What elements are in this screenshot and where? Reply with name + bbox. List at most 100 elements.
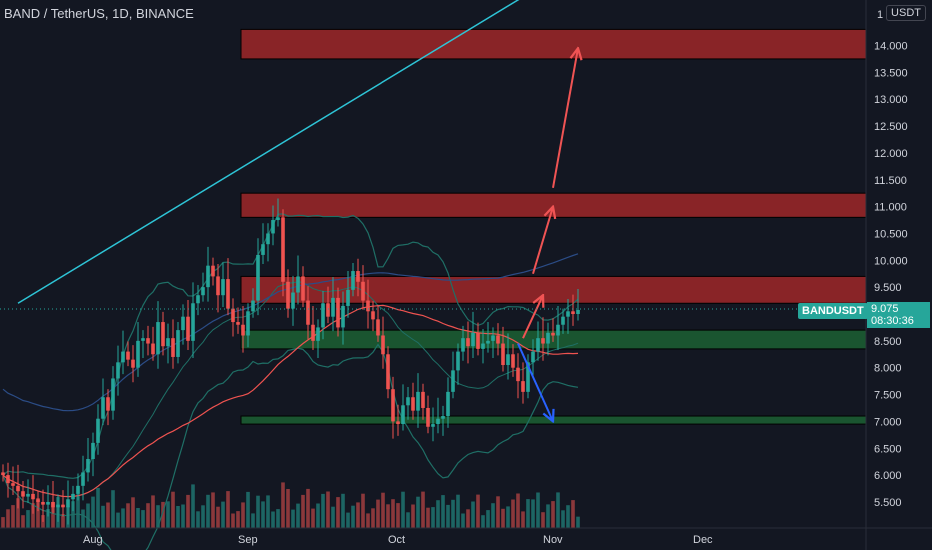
candlesticks[interactable]	[1, 198, 580, 525]
candle-body[interactable]	[126, 351, 130, 360]
ascending-trendline[interactable]	[17, 0, 558, 304]
candle-body[interactable]	[426, 407, 430, 427]
projection-arrows[interactable]	[517, 48, 578, 422]
candle-body[interactable]	[106, 397, 110, 411]
candle-body[interactable]	[486, 340, 490, 344]
candle-body[interactable]	[6, 475, 10, 484]
candle-body[interactable]	[311, 324, 315, 341]
candle-body[interactable]	[61, 504, 65, 508]
candle-body[interactable]	[406, 397, 410, 406]
candle-body[interactable]	[111, 378, 115, 411]
trendline-layer[interactable]	[17, 0, 558, 304]
candle-body[interactable]	[151, 343, 155, 355]
candle-body[interactable]	[521, 381, 525, 392]
candle-body[interactable]	[166, 338, 170, 347]
candle-body[interactable]	[136, 340, 140, 368]
candle-body[interactable]	[296, 276, 300, 293]
candle-body[interactable]	[401, 405, 405, 425]
candle-body[interactable]	[376, 319, 380, 336]
candle-body[interactable]	[506, 354, 510, 366]
candle-body[interactable]	[571, 311, 575, 314]
candle-body[interactable]	[501, 343, 505, 366]
candle-body[interactable]	[481, 343, 485, 349]
candle-body[interactable]	[566, 311, 570, 317]
candle-body[interactable]	[356, 271, 360, 282]
candle-body[interactable]	[336, 297, 340, 328]
candle-body[interactable]	[286, 281, 290, 309]
candle-body[interactable]	[416, 391, 420, 411]
candle-body[interactable]	[156, 322, 160, 355]
candle-body[interactable]	[141, 338, 145, 341]
bearish-projection-arrow[interactable]	[517, 343, 553, 422]
candle-body[interactable]	[251, 300, 255, 312]
candle-body[interactable]	[161, 322, 165, 347]
candle-body[interactable]	[346, 289, 350, 306]
candle-body[interactable]	[56, 504, 60, 508]
candle-body[interactable]	[26, 493, 30, 497]
currency-badge[interactable]: USDT	[886, 5, 926, 21]
candle-body[interactable]	[576, 309, 580, 314]
resistance-zone[interactable]	[240, 192, 867, 218]
candle-body[interactable]	[291, 292, 295, 309]
candle-body[interactable]	[306, 300, 310, 325]
candle-body[interactable]	[446, 391, 450, 417]
bullish-projection-arrow[interactable]	[532, 207, 553, 275]
candle-body[interactable]	[101, 397, 105, 419]
candle-body[interactable]	[231, 308, 235, 323]
candle-body[interactable]	[531, 351, 535, 363]
candle-body[interactable]	[81, 472, 85, 486]
candle-body[interactable]	[121, 351, 125, 363]
candle-body[interactable]	[41, 501, 45, 505]
candle-body[interactable]	[511, 354, 515, 368]
candle-body[interactable]	[71, 493, 75, 500]
candle-body[interactable]	[191, 303, 195, 341]
candle-body[interactable]	[341, 305, 345, 328]
candle-body[interactable]	[331, 297, 335, 317]
candle-body[interactable]	[236, 322, 240, 325]
candle-body[interactable]	[431, 424, 435, 427]
candle-body[interactable]	[276, 217, 280, 221]
candle-body[interactable]	[16, 485, 20, 492]
candle-body[interactable]	[301, 276, 305, 301]
candle-body[interactable]	[196, 295, 200, 304]
candle-body[interactable]	[216, 276, 220, 296]
support-zone[interactable]	[240, 415, 867, 425]
candle-body[interactable]	[326, 303, 330, 317]
candle-body[interactable]	[436, 418, 440, 425]
candle-body[interactable]	[386, 354, 390, 390]
candle-body[interactable]	[456, 351, 460, 371]
candle-body[interactable]	[516, 367, 520, 382]
resistance-zone[interactable]	[240, 275, 867, 304]
candle-body[interactable]	[391, 389, 395, 422]
time-axis[interactable]: Aug Sep Oct Nov Dec	[0, 527, 932, 546]
price-axis[interactable]: 14.000 13.500 13.000 12.500 12.000 11.500 11.0…	[865, 0, 908, 550]
bullish-projection-arrow[interactable]	[552, 48, 578, 188]
candle-body[interactable]	[476, 332, 480, 349]
candle-body[interactable]	[256, 254, 260, 301]
candle-body[interactable]	[116, 362, 120, 379]
candle-body[interactable]	[96, 418, 100, 443]
candle-body[interactable]	[176, 330, 180, 357]
candle-body[interactable]	[221, 279, 225, 296]
candle-body[interactable]	[271, 220, 275, 234]
candle-body[interactable]	[441, 416, 445, 419]
candle-body[interactable]	[241, 324, 245, 336]
candle-body[interactable]	[261, 244, 265, 255]
candle-body[interactable]	[551, 332, 555, 336]
candle-body[interactable]	[211, 265, 215, 277]
candle-body[interactable]	[206, 265, 210, 288]
candle-body[interactable]	[541, 338, 545, 344]
candle-body[interactable]	[91, 442, 95, 459]
candle-body[interactable]	[321, 303, 325, 328]
candle-body[interactable]	[186, 316, 190, 341]
candle-body[interactable]	[31, 493, 35, 500]
candle-body[interactable]	[381, 335, 385, 355]
candle-body[interactable]	[526, 362, 530, 392]
candle-body[interactable]	[536, 338, 540, 352]
candle-body[interactable]	[246, 311, 250, 336]
candle-body[interactable]	[281, 217, 285, 282]
candle-body[interactable]	[546, 332, 550, 344]
candle-body[interactable]	[466, 338, 470, 347]
candle-body[interactable]	[226, 279, 230, 309]
candle-body[interactable]	[371, 311, 375, 320]
